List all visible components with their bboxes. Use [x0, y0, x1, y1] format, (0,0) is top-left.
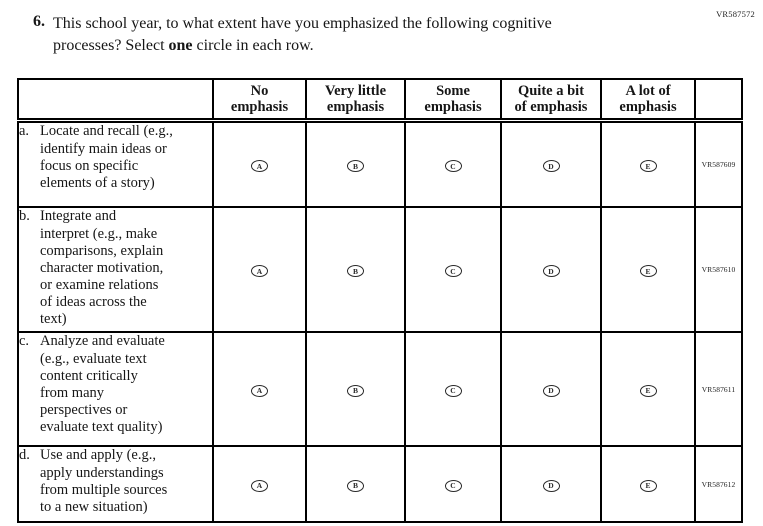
row-c-option-a-circle[interactable]: A	[251, 384, 268, 397]
row-d-label-cell: d. Use and apply (e.g., apply understand…	[17, 445, 214, 524]
question-number: 6.	[33, 13, 45, 30]
row-d-option-c-circle[interactable]: C	[444, 479, 462, 492]
table-row-c: c. Analyze and evaluate (e.g., evaluate …	[17, 331, 743, 448]
question-stem: 6. This school year, to what extent have…	[33, 13, 673, 56]
column-header-a-lot: A lot of emphasis	[600, 78, 696, 124]
row-b-label-cell: b. Integrate and interpret (e.g., make c…	[17, 206, 214, 334]
row-d-option-b-circle[interactable]: B	[347, 479, 364, 492]
row-a-option-d-circle[interactable]: D	[542, 160, 560, 173]
row-d-option-d-circle[interactable]: D	[542, 479, 560, 492]
row-b-code: VR587610	[694, 206, 743, 334]
row-a-code: VR587609	[694, 119, 743, 209]
row-c-option-e-circle[interactable]: E	[639, 384, 657, 397]
header-code-cell	[694, 78, 743, 124]
row-a-option-c-circle[interactable]: C	[444, 160, 462, 173]
column-header-some: Some emphasis	[404, 78, 502, 124]
row-b-option-e-circle[interactable]: E	[639, 265, 657, 278]
row-d-code: VR587612	[694, 445, 743, 524]
row-d-option-e-circle[interactable]: E	[639, 479, 657, 492]
question-line2-bold: one	[168, 36, 193, 54]
row-d-option-a-circle[interactable]: A	[251, 479, 268, 492]
row-c-option-d-circle[interactable]: D	[542, 384, 560, 397]
row-b-option-c-circle[interactable]: C	[444, 265, 462, 278]
header-blank-cell	[17, 78, 214, 124]
question-line2-pre: processes? Select	[53, 36, 169, 54]
row-label: Integrate and interpret (e.g., make comp…	[40, 208, 164, 328]
row-label: Locate and recall (e.g., identify main i…	[40, 123, 173, 191]
column-header-no-emphasis: No emphasis	[212, 78, 307, 124]
row-c-label-cell: c. Analyze and evaluate (e.g., evaluate …	[17, 331, 214, 448]
row-letter: a.	[19, 123, 30, 140]
row-letter: b.	[19, 208, 30, 225]
row-a-option-e-circle[interactable]: E	[639, 160, 657, 173]
row-letter: d.	[19, 447, 30, 464]
column-header-quite-a-bit: Quite a bit of emphasis	[500, 78, 602, 124]
row-a-option-a-circle[interactable]: A	[251, 160, 268, 173]
table-row-b: b. Integrate and interpret (e.g., make c…	[17, 206, 743, 334]
row-b-option-a-circle[interactable]: A	[251, 265, 268, 278]
question-line2-post: circle in each row.	[192, 36, 314, 54]
row-letter: c.	[19, 333, 30, 350]
row-label: Use and apply (e.g., apply understanding…	[40, 447, 168, 515]
row-c-code: VR587611	[694, 331, 743, 448]
row-c-option-b-circle[interactable]: B	[347, 384, 364, 397]
row-b-option-b-circle[interactable]: B	[347, 265, 364, 278]
table-row-d: d. Use and apply (e.g., apply understand…	[17, 445, 743, 524]
emphasis-matrix-table: No emphasis Very little emphasis Some em…	[17, 78, 743, 524]
row-a-option-b-circle[interactable]: B	[347, 160, 364, 173]
row-b-option-d-circle[interactable]: D	[542, 265, 560, 278]
question-line1: This school year, to what extent have yo…	[53, 15, 552, 32]
form-code: VR587572	[716, 9, 755, 19]
row-a-label-cell: a. Locate and recall (e.g., identify mai…	[17, 119, 214, 209]
header-row: No emphasis Very little emphasis Some em…	[17, 78, 743, 124]
column-header-very-little: Very little emphasis	[305, 78, 406, 124]
row-c-option-c-circle[interactable]: C	[444, 384, 462, 397]
row-label: Analyze and evaluate (e.g., evaluate tex…	[40, 333, 165, 436]
question-text: This school year, to what extent have yo…	[53, 13, 552, 56]
table-row-a: a. Locate and recall (e.g., identify mai…	[17, 119, 743, 209]
